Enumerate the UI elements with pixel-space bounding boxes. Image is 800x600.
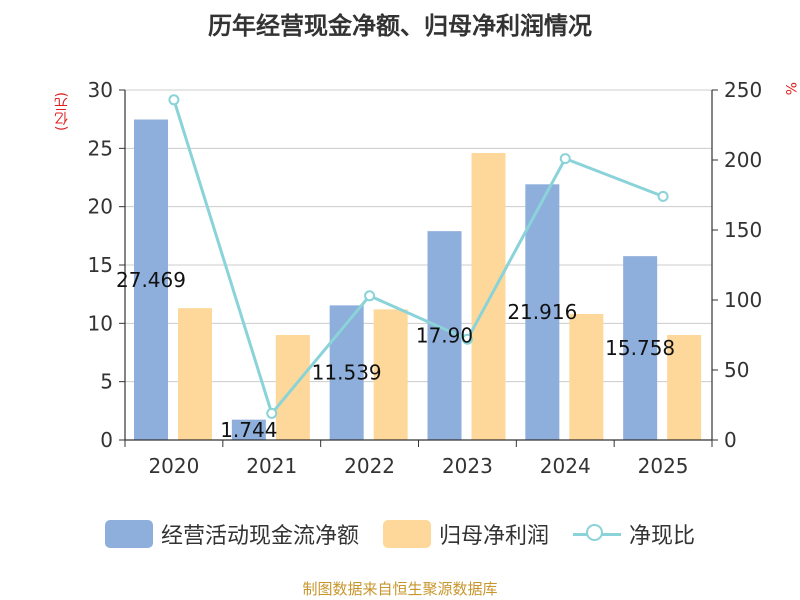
bar-data-label: 15.758 <box>605 336 675 360</box>
legend-item-ratio[interactable]: 净现比 <box>573 518 695 550</box>
bar-profit <box>178 308 212 440</box>
bar-profit <box>569 314 604 440</box>
right-tick-label: 100 <box>724 288 762 312</box>
left-tick-label: 15 <box>88 253 113 277</box>
ratio-point <box>266 407 278 419</box>
ratio-point <box>168 94 180 106</box>
left-tick-label: 25 <box>88 136 113 160</box>
x-tick-label: 2023 <box>442 454 493 478</box>
bar-data-label: 1.744 <box>220 418 277 442</box>
legend-swatch-profit <box>382 520 431 548</box>
bar-profit <box>667 335 702 440</box>
bar-data-label: 11.539 <box>312 361 382 385</box>
ratio-point <box>461 333 473 345</box>
legend-swatch-ratio <box>573 520 621 548</box>
bar-profit <box>373 309 408 440</box>
right-tick-label: 250 <box>724 78 762 102</box>
bar-cashflow <box>623 256 658 440</box>
right-tick-label: 50 <box>724 358 749 382</box>
legend-label-profit: 归母净利润 <box>438 524 549 549</box>
left-tick-label: 0 <box>100 428 113 452</box>
legend-swatch-cashflow <box>104 520 153 548</box>
ratio-point <box>559 153 571 165</box>
legend-label-ratio: 净现比 <box>629 524 696 549</box>
legend-label-cashflow: 经营活动现金流净额 <box>160 524 359 549</box>
data-source: 制图数据来自恒生聚源数据库 <box>302 580 498 598</box>
right-tick-label: 200 <box>724 148 762 172</box>
legend-item-profit[interactable]: 归母净利润 <box>382 518 549 550</box>
left-tick-label: 20 <box>88 195 113 219</box>
bar-cashflow <box>329 305 364 440</box>
bar-profit <box>471 153 506 440</box>
bar-data-label: 27.469 <box>116 268 186 292</box>
legend-item-cashflow[interactable]: 经营活动现金流净额 <box>104 518 359 550</box>
legend: 经营活动现金流净额 归母净利润 净现比 <box>0 518 800 550</box>
bar-data-label: 21.916 <box>507 300 577 324</box>
x-tick-label: 2022 <box>344 454 395 478</box>
left-tick-label: 10 <box>88 311 113 335</box>
bar-data-label: 17.90 <box>416 324 473 348</box>
bar-cashflow <box>525 184 560 440</box>
ratio-point <box>657 190 669 202</box>
ratio-line <box>172 99 664 417</box>
right-tick-label: 0 <box>724 428 737 452</box>
right-axis-unit: % <box>782 82 798 96</box>
bar-cashflow <box>231 419 266 440</box>
x-tick-label: 2025 <box>638 454 689 478</box>
chart-title: 历年经营现金净额、归母净利润情况 <box>208 12 592 40</box>
x-tick-label: 2021 <box>246 454 297 478</box>
x-tick-label: 2020 <box>148 454 199 478</box>
bar-cashflow <box>134 119 168 441</box>
right-tick-label: 150 <box>724 218 762 242</box>
x-tick-label: 2024 <box>540 454 591 478</box>
left-tick-label: 30 <box>88 78 113 102</box>
ratio-point <box>364 290 376 302</box>
left-tick-label: 5 <box>100 370 113 394</box>
